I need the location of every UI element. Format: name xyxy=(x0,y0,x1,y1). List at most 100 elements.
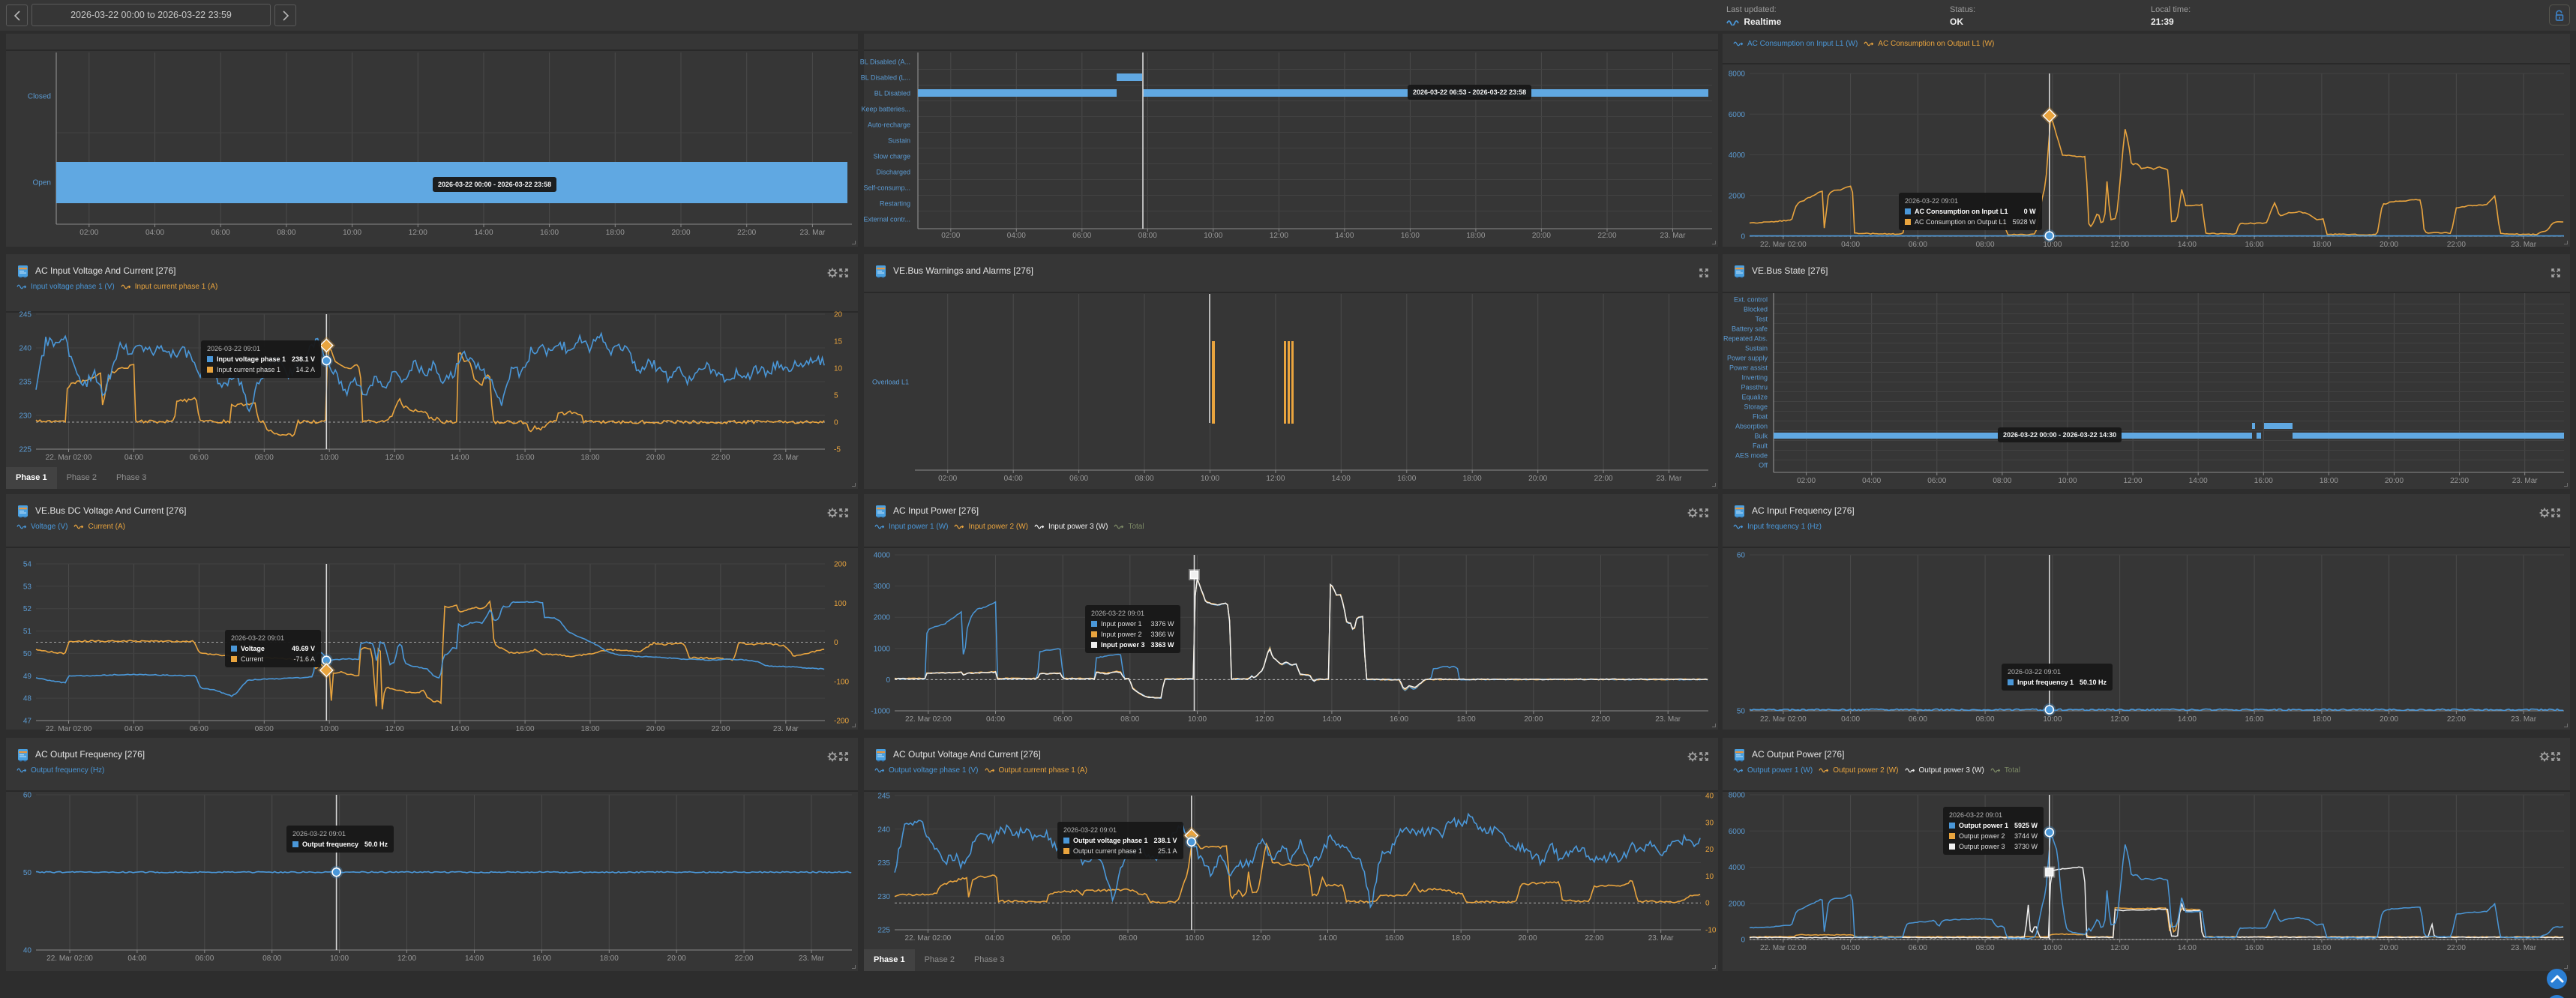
svg-text:Float: Float xyxy=(1753,413,1768,421)
svg-text:Power assist: Power assist xyxy=(1729,364,1768,372)
svg-text:23. Mar: 23. Mar xyxy=(799,229,826,237)
svg-text:20:00: 20:00 xyxy=(667,955,686,963)
svg-text:4000: 4000 xyxy=(874,552,891,560)
svg-text:23. Mar: 23. Mar xyxy=(1648,934,1675,943)
svg-text:10:00: 10:00 xyxy=(320,454,339,462)
svg-text:18:00: 18:00 xyxy=(1452,934,1471,943)
svg-text:18:00: 18:00 xyxy=(2312,241,2331,249)
svg-text:22. Mar 02:00: 22. Mar 02:00 xyxy=(905,715,952,724)
svg-text:Equalize: Equalize xyxy=(1741,394,1768,401)
svg-text:1000: 1000 xyxy=(874,645,891,653)
svg-text:53: 53 xyxy=(23,583,32,591)
svg-text:06:00: 06:00 xyxy=(190,454,208,462)
svg-text:235: 235 xyxy=(19,379,31,387)
svg-text:-10: -10 xyxy=(1705,927,1717,935)
svg-text:22. Mar 02:00: 22. Mar 02:00 xyxy=(46,725,92,733)
svg-text:16:00: 16:00 xyxy=(2254,477,2273,485)
svg-text:10:00: 10:00 xyxy=(320,725,339,733)
svg-text:BL Disabled (A...: BL Disabled (A... xyxy=(860,58,910,66)
svg-text:04:00: 04:00 xyxy=(127,955,146,963)
svg-text:30: 30 xyxy=(1705,819,1714,827)
svg-text:40: 40 xyxy=(23,947,32,955)
svg-text:Ext. control: Ext. control xyxy=(1734,296,1768,304)
svg-text:20:00: 20:00 xyxy=(2385,477,2404,485)
svg-text:08:00: 08:00 xyxy=(1993,477,2011,485)
svg-text:4000: 4000 xyxy=(1729,864,1746,872)
svg-text:10:00: 10:00 xyxy=(1204,232,1222,240)
svg-text:10:00: 10:00 xyxy=(2058,477,2077,485)
svg-text:18:00: 18:00 xyxy=(600,955,619,963)
svg-text:-200: -200 xyxy=(834,718,849,726)
svg-text:22:00: 22:00 xyxy=(2447,944,2466,952)
svg-text:16:00: 16:00 xyxy=(2245,715,2264,724)
svg-text:04:00: 04:00 xyxy=(986,715,1005,724)
svg-text:18:00: 18:00 xyxy=(2312,944,2331,952)
svg-text:Battery safe: Battery safe xyxy=(1732,325,1768,333)
svg-text:-100: -100 xyxy=(834,678,849,686)
svg-text:18:00: 18:00 xyxy=(606,229,625,237)
svg-text:22:00: 22:00 xyxy=(2447,715,2466,724)
svg-text:04:00: 04:00 xyxy=(1841,715,1860,724)
svg-text:14:00: 14:00 xyxy=(2178,944,2197,952)
svg-text:225: 225 xyxy=(877,927,890,935)
svg-text:12:00: 12:00 xyxy=(1266,475,1285,483)
svg-text:Blocked: Blocked xyxy=(1744,306,1768,313)
svg-text:04:00: 04:00 xyxy=(145,229,164,237)
svg-text:Bulk: Bulk xyxy=(1754,433,1768,440)
svg-text:20:00: 20:00 xyxy=(2380,944,2398,952)
svg-text:14:00: 14:00 xyxy=(2178,715,2197,724)
svg-text:22. Mar 02:00: 22. Mar 02:00 xyxy=(1760,944,1807,952)
svg-text:Repeated Abs.: Repeated Abs. xyxy=(1723,335,1768,343)
svg-text:06:00: 06:00 xyxy=(1072,232,1091,240)
svg-text:08:00: 08:00 xyxy=(1976,944,1995,952)
svg-text:8000: 8000 xyxy=(1729,70,1746,79)
svg-text:16:00: 16:00 xyxy=(2245,241,2264,249)
svg-text:235: 235 xyxy=(877,859,890,868)
svg-text:15: 15 xyxy=(834,338,843,346)
svg-text:Keep batteries...: Keep batteries... xyxy=(861,106,910,113)
svg-text:40: 40 xyxy=(1705,793,1714,801)
svg-text:10: 10 xyxy=(834,365,843,373)
svg-text:18:00: 18:00 xyxy=(2312,715,2331,724)
svg-text:20:00: 20:00 xyxy=(2380,241,2398,249)
svg-text:04:00: 04:00 xyxy=(1862,477,1881,485)
svg-text:22:00: 22:00 xyxy=(1597,232,1616,240)
svg-text:10:00: 10:00 xyxy=(2043,715,2062,724)
svg-text:22:00: 22:00 xyxy=(2450,477,2469,485)
svg-text:20:00: 20:00 xyxy=(1528,475,1547,483)
svg-text:60: 60 xyxy=(23,792,32,800)
svg-text:4000: 4000 xyxy=(1729,151,1746,160)
svg-text:10:00: 10:00 xyxy=(330,955,349,963)
svg-text:22:00: 22:00 xyxy=(1585,934,1603,943)
svg-text:10:00: 10:00 xyxy=(1201,475,1219,483)
svg-text:12:00: 12:00 xyxy=(409,229,427,237)
svg-text:23. Mar: 23. Mar xyxy=(2511,715,2537,724)
svg-text:20:00: 20:00 xyxy=(646,725,664,733)
svg-text:08:00: 08:00 xyxy=(262,955,281,963)
svg-text:23. Mar: 23. Mar xyxy=(2512,477,2539,485)
svg-text:23. Mar: 23. Mar xyxy=(1655,715,1681,724)
svg-text:Inverting: Inverting xyxy=(1741,374,1768,382)
svg-text:0: 0 xyxy=(834,419,838,427)
svg-text:6000: 6000 xyxy=(1729,828,1746,836)
svg-text:06:00: 06:00 xyxy=(211,229,230,237)
svg-text:100: 100 xyxy=(834,600,847,608)
svg-text:51: 51 xyxy=(23,628,32,636)
svg-text:2000: 2000 xyxy=(874,614,891,622)
svg-text:52: 52 xyxy=(23,605,32,613)
svg-text:23. Mar: 23. Mar xyxy=(1660,232,1687,240)
svg-text:50: 50 xyxy=(23,869,32,877)
svg-text:50: 50 xyxy=(23,650,32,658)
svg-text:12:00: 12:00 xyxy=(397,955,416,963)
svg-text:-1000: -1000 xyxy=(871,708,890,716)
svg-text:-5: -5 xyxy=(834,446,841,454)
svg-text:Fault: Fault xyxy=(1753,442,1768,450)
svg-text:04:00: 04:00 xyxy=(985,934,1004,943)
svg-text:06:00: 06:00 xyxy=(1909,241,1927,249)
svg-text:BL Disabled: BL Disabled xyxy=(874,90,910,97)
svg-text:20:00: 20:00 xyxy=(1524,715,1543,724)
svg-text:08:00: 08:00 xyxy=(1138,232,1157,240)
svg-text:12:00: 12:00 xyxy=(385,725,404,733)
svg-text:0: 0 xyxy=(834,639,838,647)
svg-text:Open: Open xyxy=(33,179,51,187)
